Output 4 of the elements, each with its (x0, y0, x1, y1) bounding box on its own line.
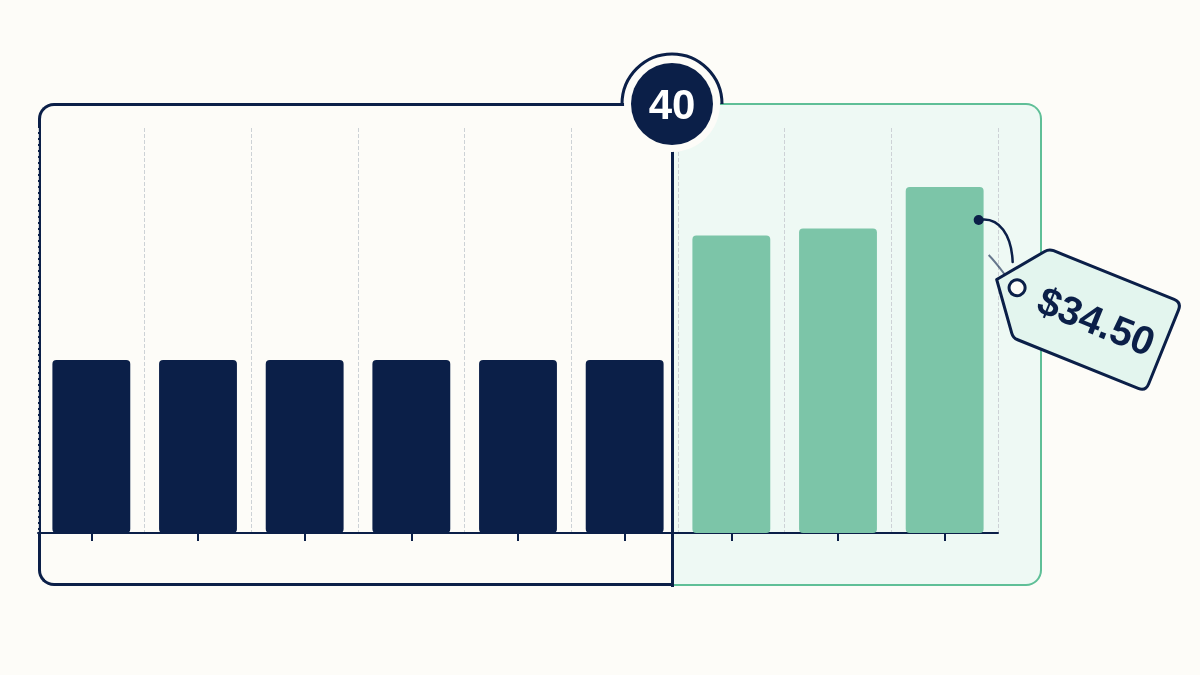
bar (799, 228, 877, 533)
bar (905, 187, 984, 533)
bar (692, 235, 771, 533)
text: 40 (648, 81, 696, 128)
